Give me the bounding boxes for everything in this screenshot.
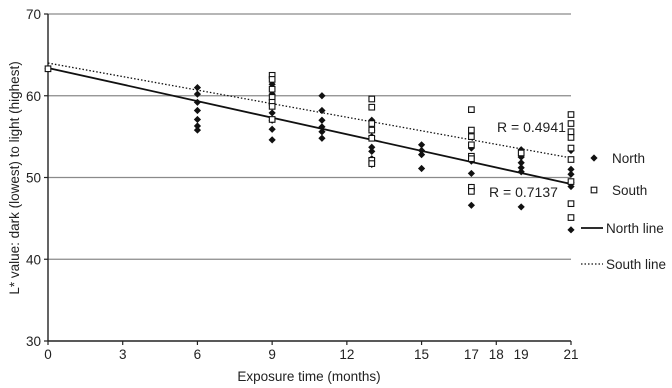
south-data-point [567,134,575,141]
south-data-point [567,128,575,136]
south-data-point [368,160,376,167]
south-data-point [468,106,475,113]
x-tick-label: 0 [44,347,52,362]
axes [44,13,572,345]
y-tick-label: 40 [26,252,41,267]
north-data-point [268,109,276,117]
legend-south-line: South line [581,257,666,272]
south-r-label: R = 0.4941 [497,119,566,135]
south-data-point [567,111,575,118]
south-data-point [268,85,276,93]
south-data-point [567,144,575,152]
south-data-point [44,65,52,73]
r-labels: R = 0.4941 R = 0.7137 [489,119,566,200]
north-data-point [193,115,202,124]
north-data-point [417,151,426,159]
north-data-point [318,106,326,115]
south-data-point [567,200,575,208]
y-axis-label: L* value: dark (lowest) to light (highes… [7,61,22,294]
north-data-point [567,226,575,234]
legend-north: North [590,151,645,166]
north-data-point [517,168,525,176]
legend-north-label: North [612,151,645,166]
legend-north-line-label: North line [606,221,664,236]
x-tick-label: 17 [464,347,479,362]
south-data-point [268,103,276,110]
north-data-point [567,165,575,173]
y-tick-label: 60 [26,89,41,104]
north-data-point [318,123,326,131]
north-data-point [318,92,326,100]
north-data-point [567,170,575,178]
x-tick-label: 15 [414,347,429,362]
north-data-point [193,98,202,106]
south-data-point [517,149,525,157]
legend-north-line: North line [581,221,664,236]
north-trend-line [47,67,572,185]
x-tick-label: 18 [489,347,504,362]
north-data-point [318,128,326,136]
north-data-point [368,143,376,151]
south-data-point [368,95,376,103]
legend-north-marker [590,154,598,162]
north-r-label: R = 0.7137 [489,184,558,200]
x-tick-label: 3 [119,347,127,362]
south-data-point [268,76,276,83]
x-tick-label: 19 [514,347,529,362]
north-data-point [368,147,376,155]
north-data-point [318,116,326,124]
north-data-point [193,106,202,115]
x-tick-label: 6 [194,347,202,362]
south-data-point [567,156,575,163]
y-tick-label: 50 [26,171,41,186]
north-data-point [417,141,426,149]
grid-lines [48,13,571,260]
south-data-point [468,155,475,163]
south-data-point [468,133,475,140]
south-data-point [368,120,376,127]
south-data-point [368,126,376,134]
north-data-point [517,164,525,172]
south-data-point [368,103,376,111]
south-data-point [567,214,575,221]
south-data-point [567,178,575,185]
x-tick-label: 21 [563,347,578,362]
north-data-point [467,169,475,178]
south-data-point [368,134,376,142]
north-data-point [193,126,202,134]
y-tick-label: 30 [26,334,41,349]
north-data-point [268,136,276,144]
north-data-point [268,125,276,133]
x-tick-label: 9 [268,347,276,362]
north-data-point [193,83,202,92]
south-data-point [567,120,575,127]
north-data-point [318,134,326,142]
x-axis-label: Exposure time (months) [237,369,380,384]
trend-lines [47,62,572,185]
north-data-point [268,80,276,88]
tick-labels: 30 40 50 60 70 0 3 6 9 12 15 18 21 17 19 [26,7,579,362]
y-tick-label: 70 [26,7,41,22]
north-data-point [417,164,426,173]
south-data-point [468,141,475,149]
data-points [44,65,575,234]
south-data-point [468,126,475,134]
legend-south-marker [590,186,598,194]
south-trend-line [47,62,572,159]
legend-south-line-label: South line [606,257,666,272]
north-data-point [467,201,475,209]
north-data-point [193,122,202,130]
north-data-point [417,146,426,155]
south-data-point [468,188,475,195]
north-data-point [517,159,525,167]
legend-south-label: South [612,183,647,198]
north-data-point [193,90,202,98]
legend: North South North line South line [581,151,666,272]
x-tick-label: 12 [339,347,354,362]
north-data-point [517,203,525,211]
legend-south: South [590,183,647,198]
south-data-point [268,116,276,123]
